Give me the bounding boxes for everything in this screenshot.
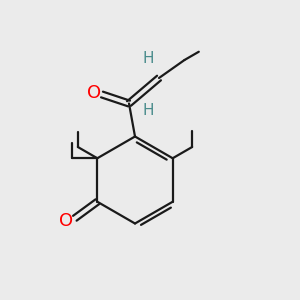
Text: H: H (143, 103, 154, 118)
Text: O: O (59, 212, 74, 230)
Text: H: H (143, 51, 154, 66)
Text: O: O (86, 84, 101, 102)
